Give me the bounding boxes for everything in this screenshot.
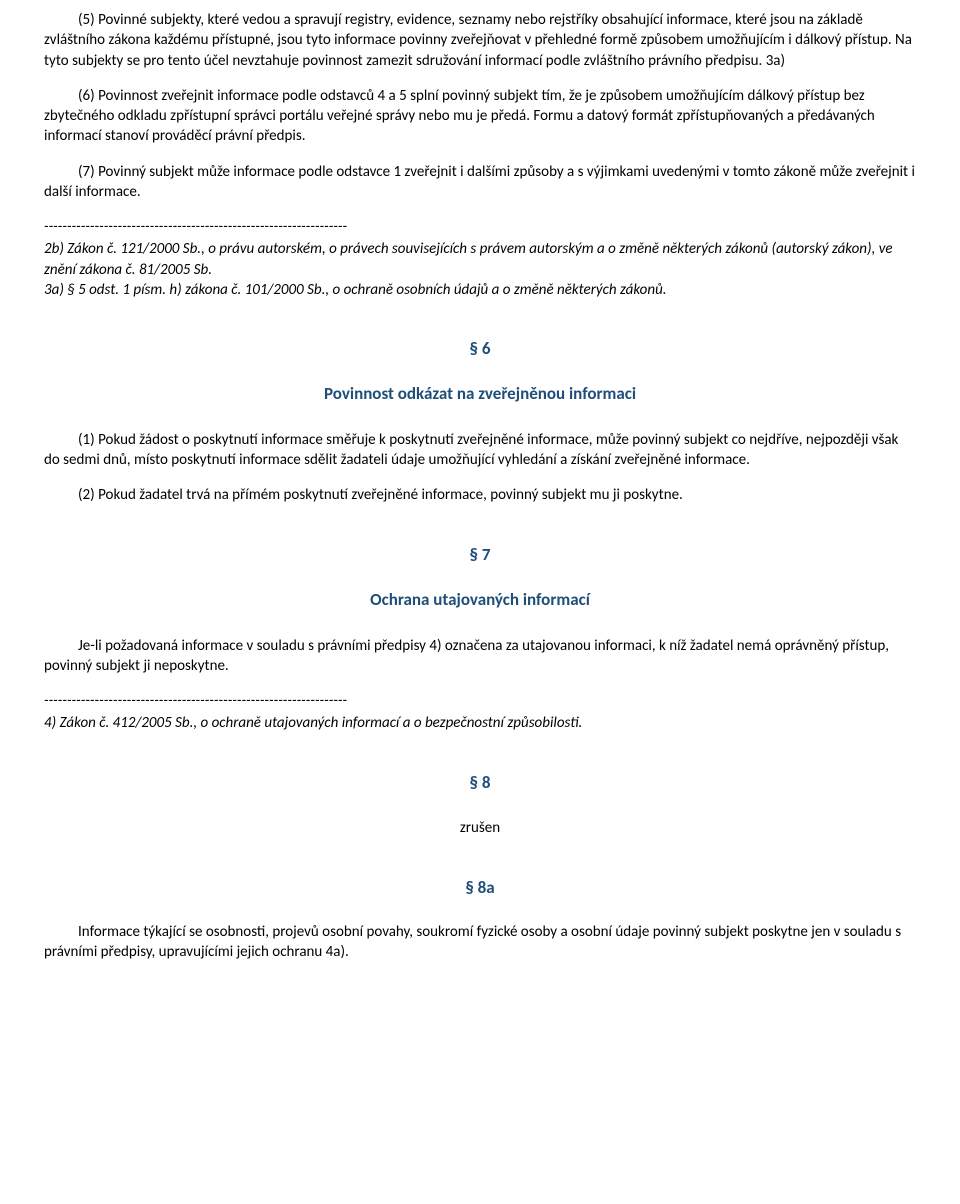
section-8-body: zrušen — [44, 818, 916, 838]
section-7-para-1: Je-li požadovaná informace v souladu s p… — [44, 636, 916, 677]
section-6-para-2: (2) Pokud žadatel trvá na přímém poskytn… — [44, 485, 916, 505]
footnote-3a: 3a) § 5 odst. 1 písm. h) zákona č. 101/2… — [44, 280, 916, 300]
paragraph-5: (5) Povinné subjekty, které vedou a spra… — [44, 10, 916, 71]
paragraph-6: (6) Povinnost zveřejnit informace podle … — [44, 86, 916, 147]
section-7-title: Ochrana utajovaných informací — [44, 589, 916, 612]
section-8-number: § 8 — [44, 772, 916, 795]
section-6-number: § 6 — [44, 338, 916, 361]
footnote-block-2: ----------------------------------------… — [44, 691, 916, 734]
footnote-block-1: ----------------------------------------… — [44, 217, 916, 300]
footnote-4: 4) Zákon č. 412/2005 Sb., o ochraně utaj… — [44, 713, 916, 733]
section-8a-para-1: Informace týkající se osobnosti, projevů… — [44, 922, 916, 963]
section-8a-number: § 8a — [44, 877, 916, 900]
section-6-title: Povinnost odkázat na zveřejněnou informa… — [44, 383, 916, 406]
paragraph-7: (7) Povinný subjekt může informace podle… — [44, 162, 916, 203]
section-6-para-1: (1) Pokud žádost o poskytnutí informace … — [44, 430, 916, 471]
divider-1: ----------------------------------------… — [44, 217, 916, 237]
divider-2: ----------------------------------------… — [44, 691, 916, 711]
footnote-2b: 2b) Zákon č. 121/2000 Sb., o právu autor… — [44, 239, 916, 280]
section-7-number: § 7 — [44, 544, 916, 567]
